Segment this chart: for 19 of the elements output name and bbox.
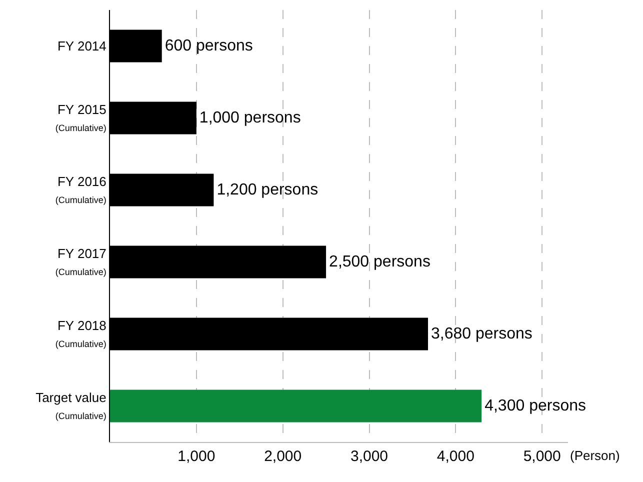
bar bbox=[110, 390, 482, 422]
x-tick-label: 5,000 bbox=[523, 448, 561, 465]
x-axis-title: (Person) bbox=[570, 448, 620, 463]
x-tick-label: 4,000 bbox=[436, 448, 474, 465]
data-label: 4,300 persons bbox=[484, 398, 586, 414]
data-label: 1,000 persons bbox=[199, 110, 301, 126]
y-tick-label: FY 2016 (Cumulative) bbox=[55, 174, 106, 205]
y-tick-label: FY 2014 bbox=[57, 38, 106, 54]
data-label: 3,680 persons bbox=[431, 326, 532, 342]
x-tick-label: 2,000 bbox=[264, 448, 302, 465]
y-tick-label: FY 2017 (Cumulative) bbox=[55, 246, 106, 277]
y-tick-label: Target value (Cumulative) bbox=[36, 390, 106, 421]
y-tick-label: FY 2018 (Cumulative) bbox=[55, 318, 106, 349]
data-label: 1,200 persons bbox=[216, 182, 318, 198]
data-label: 600 persons bbox=[164, 38, 253, 54]
x-tick-label: 1,000 bbox=[178, 448, 216, 465]
y-tick-label: FY 2015 (Cumulative) bbox=[55, 102, 106, 133]
x-tick-label: 3,000 bbox=[350, 448, 388, 465]
data-label: 2,500 persons bbox=[329, 254, 430, 270]
